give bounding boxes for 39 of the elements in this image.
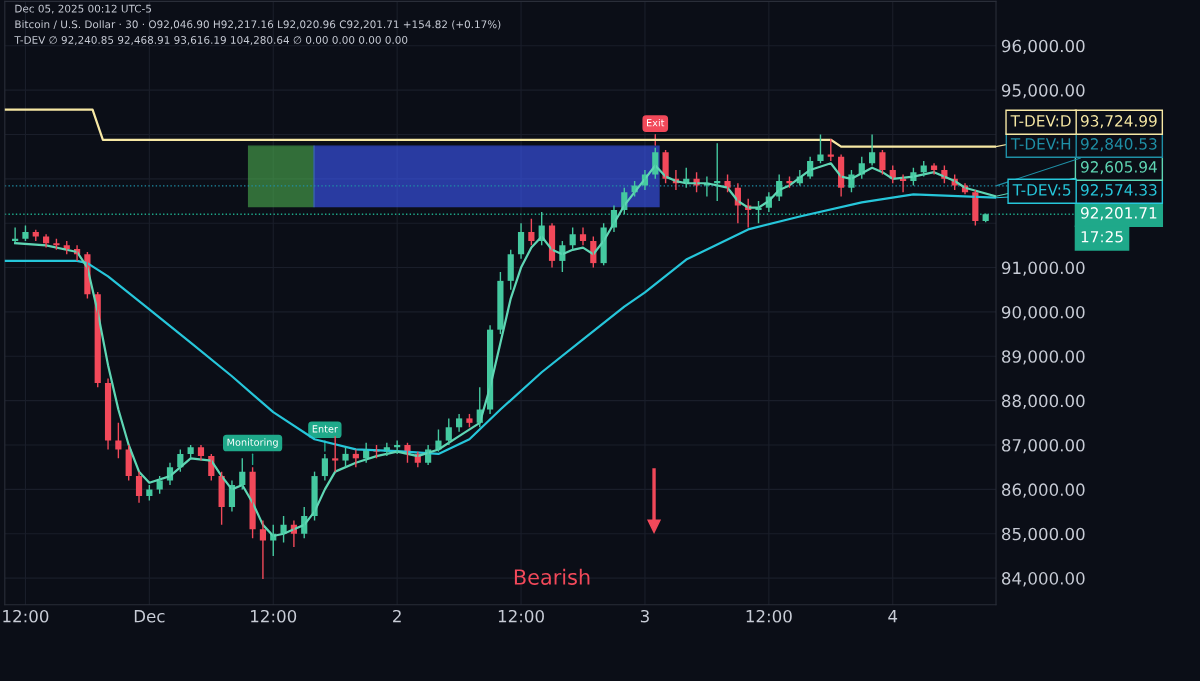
chart-title: Dec 05, 2025 00:12 UTC-5: [15, 4, 152, 14]
annotation: T-DEV:D: [1010, 115, 1071, 127]
x-tick-label: 12:00: [498, 609, 544, 623]
x-tick-label: 12:00: [746, 609, 792, 623]
text: 17:25: [1081, 230, 1123, 243]
annotation: 92,605.94: [1080, 161, 1157, 175]
y-tick-label: 89,000.00: [1001, 350, 1085, 365]
annotation: T-DEV ∅ 92,240.85 92,468.91 93,616.19 104,280.64 ∅ 0.00 0.00 0.00 0.00: [14, 36, 408, 45]
annotation: Exit: [647, 118, 665, 127]
x-tick-label: 4: [888, 610, 898, 623]
text: Bitcoin / U.S. Dollar · 30 · O92,046.90 H92,217.16 L92,020.96 C92,201.71 +154.82 (+0.17%): [15, 20, 501, 30]
y-tick-label: 96,000.00: [1001, 39, 1085, 54]
y-tick-label: 86,000.00: [1001, 483, 1085, 498]
x-tick-label: 3: [640, 609, 649, 623]
annotation: Bearish: [514, 568, 590, 585]
annotation: 93,724.99: [1080, 115, 1157, 129]
candlestick: [332, 435, 339, 473]
candlestick: [827, 138, 834, 162]
x-tick-label: 2: [393, 609, 401, 623]
y-tick-label: 90,000.00: [1001, 305, 1085, 321]
annotation: Enter: [312, 425, 338, 433]
ref-line-label: 92,201.71: [1080, 207, 1157, 221]
annotation: 92,574.33: [1080, 184, 1157, 198]
x-tick-label: Dec: [134, 610, 165, 623]
x-tick-label: 12:00: [251, 609, 297, 623]
y-tick-label: 95,000.00: [1001, 84, 1085, 99]
y-tick-label: 91,000.00: [1001, 261, 1085, 276]
y-tick-label: 84,000.00: [1001, 572, 1085, 587]
candlestick: [342, 446, 349, 468]
candlestick: [879, 149, 886, 176]
y-tick-label: 87,000.00: [1001, 438, 1085, 454]
candlestick: [817, 133, 824, 164]
annotation: T-DEV:H: [1010, 138, 1071, 150]
x-tick-label: 12:00: [3, 609, 49, 623]
annotation: T-DEV:5: [1012, 184, 1071, 196]
legend-label: 92,840.53: [1080, 138, 1157, 152]
y-tick-label: 88,000.00: [1001, 394, 1085, 409]
annotation: Monitoring: [227, 438, 278, 448]
y-tick-label: 85,000.00: [1001, 527, 1085, 543]
